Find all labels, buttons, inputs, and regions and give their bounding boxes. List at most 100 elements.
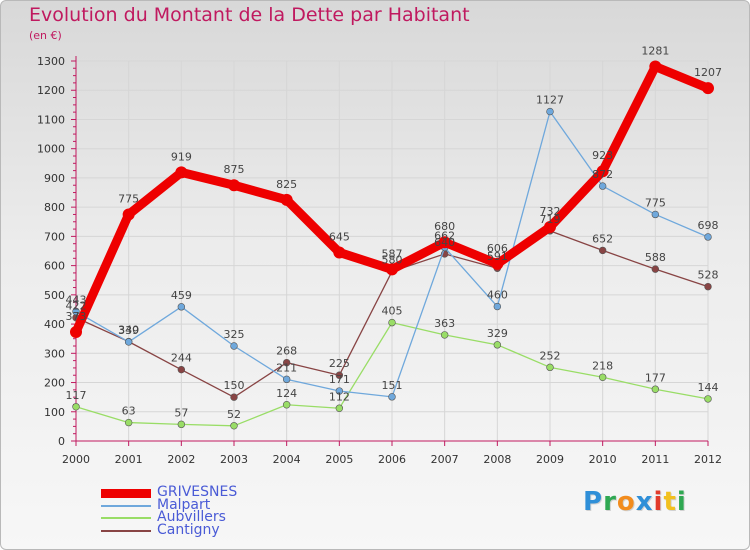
data-label-grivesnes: 587 [382, 247, 403, 260]
data-point-malpart [335, 387, 344, 395]
data-label-grivesnes: 775 [118, 192, 139, 205]
data-label-malpart: 443 [66, 294, 87, 307]
y-tick-label: 500 [44, 289, 65, 302]
data-point-aubvillers [124, 418, 133, 427]
chart-title: Evolution du Montant de la Dette par Hab… [29, 4, 470, 26]
legend-label: Cantigny [157, 521, 220, 538]
data-point-grivesnes [333, 246, 346, 259]
y-tick-label: 1300 [37, 55, 65, 68]
data-label-aubvillers: 57 [174, 406, 188, 419]
x-tick-label: 2007 [431, 453, 459, 466]
data-label-malpart: 339 [118, 324, 139, 337]
data-label-aubvillers: 177 [645, 371, 666, 384]
data-label-aubvillers: 112 [329, 390, 350, 403]
data-label-malpart: 1127 [536, 94, 564, 107]
data-label-aubvillers: 117 [66, 389, 87, 402]
data-point-aubvillers [704, 395, 712, 403]
x-tick-label: 2000 [62, 453, 90, 466]
data-point-malpart [704, 233, 712, 241]
data-label-aubvillers: 63 [122, 405, 136, 418]
data-label-aubvillers: 124 [276, 387, 297, 400]
data-point-malpart [546, 107, 554, 116]
data-label-malpart: 460 [487, 289, 508, 302]
x-tick-label: 2009 [536, 453, 564, 466]
y-tick-label: 0 [58, 435, 65, 448]
data-point-cantigny [282, 358, 291, 367]
logo-letter: o [616, 487, 636, 517]
logo-letter: r [603, 487, 617, 517]
data-point-grivesnes [491, 257, 504, 270]
data-label-grivesnes: 1207 [694, 66, 722, 79]
y-tick-label: 1100 [37, 113, 65, 126]
data-label-aubvillers: 405 [382, 305, 403, 318]
data-label-aubvillers: 144 [698, 381, 719, 394]
data-point-aubvillers [651, 385, 660, 393]
data-point-cantigny [598, 246, 607, 255]
data-point-cantigny [230, 393, 238, 401]
data-point-grivesnes [122, 208, 135, 221]
y-tick-label: 600 [44, 260, 65, 273]
data-point-malpart [388, 393, 396, 401]
data-label-cantigny: 652 [592, 232, 613, 245]
logo-letter: i [653, 487, 664, 517]
y-tick-label: 900 [44, 172, 65, 185]
data-point-grivesnes [280, 193, 293, 206]
x-tick-label: 2001 [115, 453, 143, 466]
data-point-aubvillers [546, 363, 554, 372]
x-tick-label: 2002 [167, 453, 195, 466]
data-label-cantigny: 591 [487, 250, 508, 263]
y-tick-label: 300 [44, 347, 65, 360]
y-tick-label: 200 [44, 377, 65, 390]
proxiti-logo: Proxiti [583, 487, 687, 517]
data-label-cantigny: 244 [171, 352, 192, 365]
legend-swatch [101, 517, 151, 520]
logo-letter: P [583, 487, 604, 517]
data-point-malpart [282, 375, 291, 384]
legend-label: GRIVESNES [157, 484, 238, 500]
data-label-grivesnes: 732 [540, 205, 561, 218]
data-label-grivesnes: 923 [592, 149, 613, 162]
x-tick-label: 2006 [378, 453, 406, 466]
data-label-cantigny: 640 [434, 236, 455, 249]
logo-letter: t [663, 487, 677, 517]
x-tick-label: 2011 [641, 453, 669, 466]
data-label-malpart: 325 [224, 328, 245, 341]
legend-swatch [101, 488, 151, 498]
data-label-grivesnes: 875 [224, 163, 245, 176]
x-tick-label: 2008 [483, 453, 511, 466]
data-point-aubvillers [230, 422, 238, 430]
data-label-cantigny: 150 [224, 379, 245, 392]
data-label-cantigny: 528 [698, 269, 719, 282]
data-point-cantigny [651, 265, 660, 273]
data-label-grivesnes: 373 [66, 310, 87, 323]
data-point-grivesnes [386, 263, 398, 276]
data-label-grivesnes: 919 [171, 150, 192, 163]
logo-letter: i [676, 487, 687, 517]
data-label-malpart: 151 [382, 379, 403, 392]
data-point-malpart [230, 342, 238, 350]
data-label-grivesnes: 606 [487, 242, 508, 255]
data-label-cantigny: 340 [118, 324, 139, 337]
data-label-aubvillers: 329 [487, 327, 508, 340]
data-point-aubvillers [493, 341, 502, 349]
data-point-grivesnes [438, 236, 451, 249]
data-point-aubvillers [440, 331, 449, 339]
data-point-cantigny [335, 371, 344, 379]
data-point-malpart [493, 302, 502, 311]
x-tick-label: 2003 [220, 453, 248, 466]
logo-letter: x [635, 487, 654, 517]
legend-swatch [101, 504, 151, 507]
data-label-malpart: 171 [329, 373, 350, 386]
y-tick-label: 1200 [37, 84, 65, 97]
x-tick-label: 2004 [273, 453, 301, 466]
legend-label: Malpart [157, 496, 211, 513]
data-label-malpart: 211 [276, 361, 297, 374]
y-tick-label: 1000 [37, 143, 65, 156]
data-point-aubvillers [598, 373, 607, 381]
data-label-malpart: 872 [592, 168, 613, 181]
data-point-malpart [124, 338, 133, 346]
legend-swatch [101, 529, 151, 532]
data-point-grivesnes [596, 165, 609, 178]
x-tick-label: 2010 [589, 453, 617, 466]
data-point-grivesnes [70, 325, 82, 338]
